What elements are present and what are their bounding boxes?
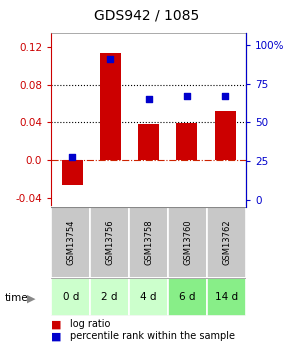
Text: log ratio: log ratio — [70, 319, 111, 329]
Bar — [51, 278, 90, 316]
Bar — [207, 278, 246, 316]
Bar — [51, 207, 90, 278]
Text: GSM13762: GSM13762 — [222, 219, 231, 265]
Point — [185, 93, 189, 99]
Text: 14 d: 14 d — [215, 292, 238, 302]
Text: 6 d: 6 d — [179, 292, 196, 302]
Bar — [207, 207, 246, 278]
Text: 0 d: 0 d — [63, 292, 79, 302]
Text: GSM13756: GSM13756 — [105, 219, 114, 265]
Bar — [129, 207, 168, 278]
Bar — [90, 278, 129, 316]
Bar — [138, 124, 159, 160]
Bar — [100, 53, 121, 160]
Bar — [129, 278, 168, 316]
Text: percentile rank within the sample: percentile rank within the sample — [70, 332, 235, 341]
Text: ▶: ▶ — [27, 294, 36, 303]
Text: GSM13760: GSM13760 — [183, 219, 192, 265]
Text: 2 d: 2 d — [101, 292, 118, 302]
Text: time: time — [4, 294, 28, 303]
Text: GSM13754: GSM13754 — [66, 220, 75, 265]
Text: ■: ■ — [51, 332, 62, 341]
Point — [223, 93, 227, 99]
Text: GDS942 / 1085: GDS942 / 1085 — [94, 9, 199, 23]
Bar — [176, 123, 197, 160]
Text: ■: ■ — [51, 319, 62, 329]
Bar — [214, 111, 236, 160]
Point — [108, 56, 113, 62]
Bar — [168, 278, 207, 316]
Text: 4 d: 4 d — [140, 292, 157, 302]
Bar — [62, 160, 83, 185]
Point — [146, 97, 151, 102]
Text: GSM13758: GSM13758 — [144, 219, 153, 265]
Bar — [168, 207, 207, 278]
Point — [70, 154, 75, 159]
Bar — [90, 207, 129, 278]
